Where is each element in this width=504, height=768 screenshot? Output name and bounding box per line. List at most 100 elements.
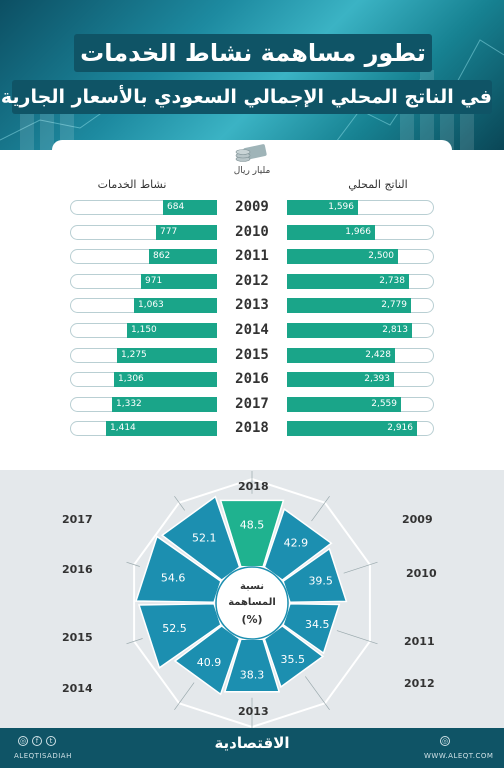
instagram-icon[interactable]: ◎: [18, 736, 28, 746]
services-bar: [117, 348, 217, 363]
header-background-graphic: [0, 39, 504, 150]
services-value-label: 777: [160, 227, 178, 237]
services-value-label: 971: [145, 276, 163, 286]
services-value-label: 1,306: [118, 374, 144, 384]
radar-connector: [343, 561, 378, 574]
services-bar: [141, 274, 217, 289]
subtitle-box: [12, 80, 492, 114]
radar-value-label: 52.1: [192, 531, 217, 544]
services-value-label: 862: [153, 251, 171, 261]
twitter-icon[interactable]: t: [46, 736, 56, 746]
services-value-label: 1,150: [131, 325, 157, 335]
radar-year-label: 2011: [404, 635, 435, 648]
radar-center-label: نسبة: [240, 581, 264, 592]
gdp-bar: [287, 225, 375, 240]
page-title: تطور مساهمة نشاط الخدمات: [80, 39, 426, 67]
year-label: 2013: [235, 297, 269, 313]
gdp-bar: [287, 274, 409, 289]
year-label: 2016: [235, 371, 269, 387]
services-value-label: 684: [167, 202, 185, 212]
gdp-value-label: 2,916: [387, 423, 413, 433]
services-column-header: نشاط الخدمات: [97, 178, 167, 191]
radar-year-label: 2014: [62, 682, 93, 695]
year-label: 2014: [235, 322, 269, 338]
radar-value-label: 48.5: [240, 518, 265, 531]
radar-value-label: 38.3: [240, 668, 265, 681]
radar-center: [215, 566, 289, 640]
radar-year-label: 2016: [62, 563, 93, 576]
services-bar: [114, 372, 217, 387]
radar-connector: [174, 495, 185, 511]
gdp-bar: [287, 298, 411, 313]
year-label: 2018: [235, 420, 269, 436]
header-banner: [0, 0, 504, 150]
radar-value-label: 42.9: [284, 537, 309, 550]
gdp-value-label: 1,966: [345, 227, 371, 237]
year-label: 2012: [235, 273, 269, 289]
services-value-label: 1,332: [116, 399, 142, 409]
radar-connector: [126, 561, 140, 567]
gdp-value-label: 2,559: [371, 399, 397, 409]
year-label: 2009: [235, 199, 269, 215]
services-bar: [156, 225, 217, 240]
radar-center-label: المساهمة: [228, 597, 276, 608]
social-handle: ALEQTISADIAH: [14, 752, 72, 760]
gdp-value-label: 2,500: [368, 251, 394, 261]
title-box: [74, 34, 432, 72]
gdp-bar: [287, 397, 401, 412]
radar-year-label: 2018: [238, 480, 269, 493]
gdp-bar: [287, 421, 417, 436]
services-bar: [149, 249, 217, 264]
gdp-bar: [287, 323, 412, 338]
website-url[interactable]: WWW.ALEQT.COM: [424, 752, 494, 760]
radar-value-label: 54.6: [161, 571, 186, 584]
brand-logo: الاقتصادية: [214, 734, 290, 752]
radar-connector: [126, 638, 143, 645]
radar-year-label: 2012: [404, 677, 435, 690]
radar-value-label: 52.5: [162, 622, 187, 635]
services-bar: [127, 323, 217, 338]
services-bar: [112, 397, 217, 412]
radar-center-label: (%): [241, 613, 262, 626]
radar-value-label: 39.5: [308, 575, 333, 588]
year-label: 2017: [235, 396, 269, 412]
radar-year-label: 2015: [62, 631, 93, 644]
radar-connector: [305, 676, 330, 711]
gdp-value-label: 2,813: [382, 325, 408, 335]
web-icon[interactable]: ◎: [440, 736, 450, 746]
year-label: 2010: [235, 224, 269, 240]
radar-year-label: 2017: [62, 513, 93, 526]
year-label: 2015: [235, 347, 269, 363]
services-bar: [163, 200, 217, 215]
radar-value-label: 40.9: [197, 656, 222, 669]
gdp-value-label: 1,596: [328, 202, 354, 212]
radar-year-label: 2013: [238, 705, 269, 718]
page-subtitle: في الناتج المحلي الإجمالي السعودي بالأسع…: [0, 86, 492, 108]
services-value-label: 1,275: [121, 350, 147, 360]
radar-connector: [336, 630, 378, 645]
services-bar: [106, 421, 217, 436]
gdp-bar: [287, 200, 358, 215]
gdp-bar: [287, 348, 395, 363]
money-icon: [235, 144, 267, 162]
radar-year-label: 2010: [406, 567, 437, 580]
radar-value-label: 34.5: [305, 618, 330, 631]
gdp-bar: [287, 249, 398, 264]
gdp-value-label: 2,393: [364, 374, 390, 384]
gdp-value-label: 2,428: [365, 350, 391, 360]
radar-year-label: 2009: [402, 513, 433, 526]
gdp-bar: [287, 372, 394, 387]
gdp-value-label: 2,779: [381, 300, 407, 310]
footer: [0, 728, 504, 768]
radar-connector: [311, 495, 330, 522]
unit-label: مليار ريال: [233, 166, 271, 176]
year-label: 2011: [235, 248, 269, 264]
gdp-column-header: الناتج المحلي: [348, 178, 408, 191]
radar-chart: 48.5 42.9 39.5 34.5 35.5 38.3 40.9 52.5 54.6 52.1…: [126, 471, 378, 728]
gdp-value-label: 2,738: [379, 276, 405, 286]
radar-value-label: 35.5: [281, 653, 306, 666]
facebook-icon[interactable]: f: [32, 736, 42, 746]
radar-connector: [174, 682, 195, 711]
services-value-label: 1,063: [138, 300, 164, 310]
services-value-label: 1,414: [110, 423, 136, 433]
